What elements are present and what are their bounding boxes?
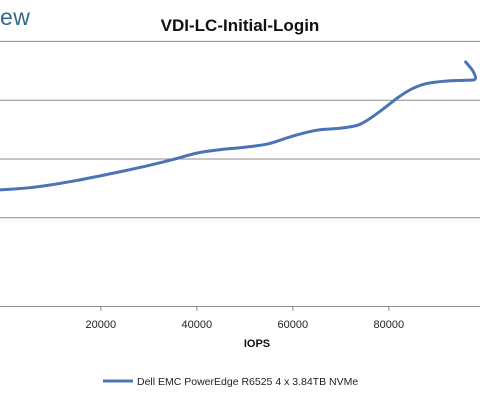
x-tick-label-3: 80000 — [374, 319, 405, 331]
series-group — [0, 60, 478, 192]
chart-title: VDI-LC-Initial-Login — [160, 16, 320, 35]
brand-logo-fragment: ew — [0, 4, 31, 30]
gridlines — [0, 40, 480, 307]
legend-label: Dell EMC PowerEdge R6525 4 x 3.84TB NVMe — [137, 376, 358, 388]
legend: Dell EMC PowerEdge R6525 4 x 3.84TB NVMe — [103, 376, 358, 388]
x-axis-tick-labels: 20000 40000 60000 80000 — [86, 306, 405, 331]
x-tick-label-1: 40000 — [182, 319, 213, 331]
x-tick-label-0: 20000 — [86, 319, 117, 331]
x-tick-label-2: 60000 — [278, 319, 309, 331]
x-axis-label: IOPS — [244, 338, 270, 350]
series-line-0 — [0, 60, 478, 192]
